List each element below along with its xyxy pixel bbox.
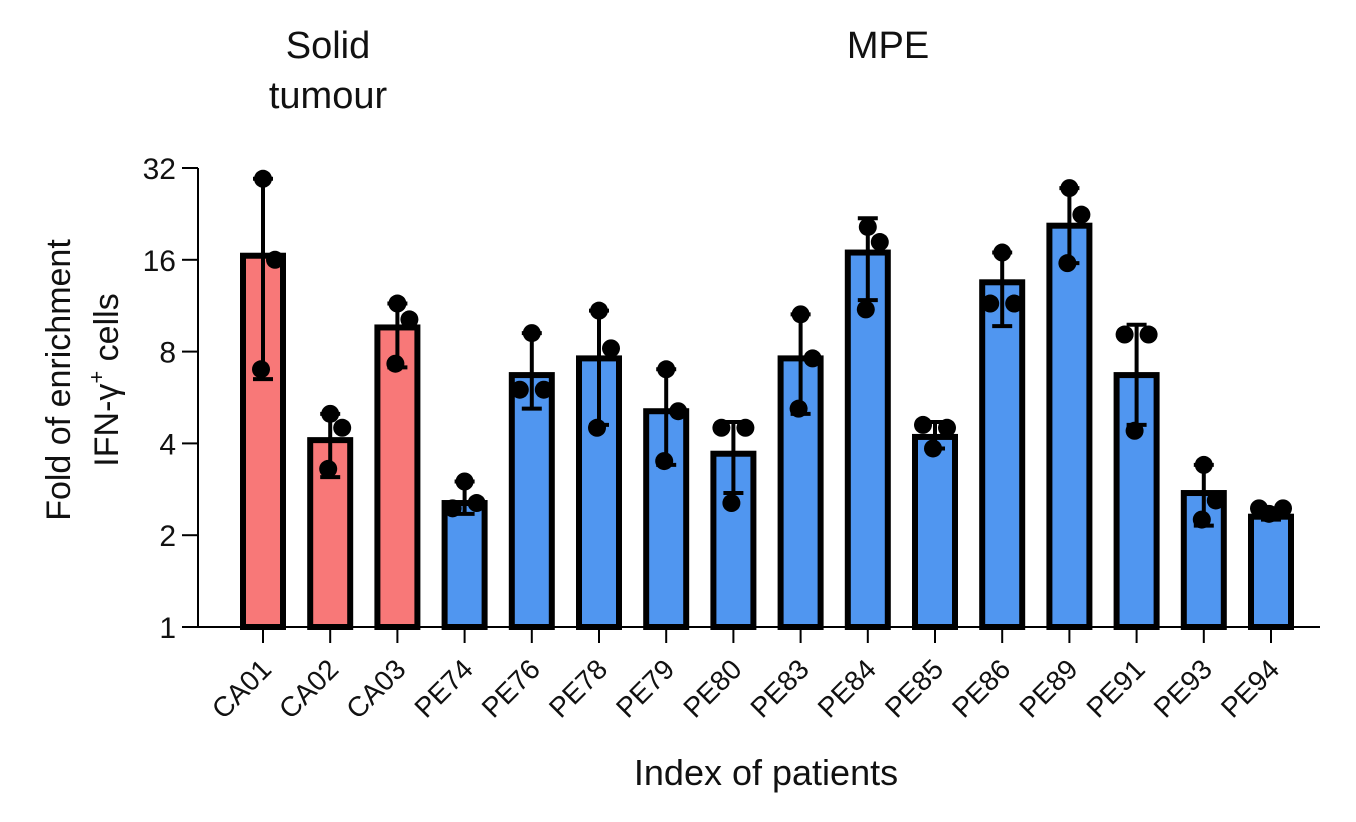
bar-PE76 [508, 372, 555, 630]
x-tick-label: PE76 [476, 653, 546, 723]
data-point-CA01 [254, 169, 272, 188]
data-point-CA01 [252, 360, 270, 379]
data-point-PE85 [924, 439, 942, 458]
data-point-PE79 [655, 452, 674, 471]
data-point-PE80 [712, 418, 731, 437]
x-tick-label: CA03 [340, 653, 411, 724]
data-point-PE84 [856, 300, 875, 319]
y-tick-label: 8 [159, 337, 176, 370]
y-axis-title-ifn: IFN-γ [88, 384, 126, 467]
data-point-PE93 [1192, 510, 1211, 529]
data-point-PE91 [1139, 325, 1158, 344]
data-point-PE94 [1260, 504, 1278, 523]
data-points [252, 169, 1292, 529]
data-point-PE74 [467, 494, 486, 513]
y-tick-label: 4 [159, 428, 176, 461]
y-axis-title-line2: IFN-γ+ cells [84, 293, 126, 466]
x-tick-label: PE84 [812, 653, 882, 723]
data-point-PE83 [789, 399, 808, 418]
group-label-mpe: MPE [847, 25, 929, 67]
data-point-PE74 [443, 499, 462, 518]
data-point-PE76 [510, 380, 529, 399]
data-point-PE78 [590, 301, 608, 320]
bar-PE86 [979, 279, 1026, 630]
data-point-PE91 [1125, 421, 1144, 440]
group-label-solid-line2: tumour [269, 75, 388, 117]
data-point-PE76 [522, 324, 541, 343]
y-axis-title-superscript: + [84, 371, 109, 384]
data-point-PE89 [1072, 205, 1091, 224]
data-point-PE85 [914, 415, 932, 434]
data-point-PE76 [534, 380, 553, 399]
data-point-PE94 [1274, 499, 1292, 518]
data-point-PE93 [1194, 455, 1213, 474]
x-tick-label: PE83 [744, 653, 814, 723]
y-tick-label: 16 [143, 245, 176, 278]
group-labels: Solid tumour MPE [269, 25, 929, 117]
x-tick-label: PE85 [879, 653, 949, 723]
data-point-CA02 [321, 404, 340, 423]
bar-PE74 [441, 500, 488, 630]
data-point-PE85 [938, 418, 956, 437]
y-axis-title-line1: Fold of enrichment [40, 239, 78, 521]
y-axis: 1 2 4 8 16 32 [143, 153, 199, 645]
y-axis-title-cells: cells [88, 293, 126, 370]
data-point-PE78 [602, 339, 620, 358]
data-point-PE86 [993, 243, 1012, 262]
data-point-PE79 [657, 360, 676, 379]
data-point-PE86 [1005, 294, 1024, 313]
data-point-PE93 [1206, 491, 1225, 510]
x-tick-label: PE80 [677, 653, 747, 723]
x-tick-label: PE74 [408, 653, 478, 723]
data-point-PE89 [1060, 179, 1079, 198]
y-tick-label: 2 [159, 520, 176, 553]
data-point-PE83 [803, 349, 822, 368]
x-axis-title: Index of patients [634, 752, 898, 793]
group-label-solid-line1: Solid [286, 25, 371, 67]
data-point-PE84 [870, 233, 889, 252]
data-point-PE79 [669, 402, 688, 421]
data-point-PE83 [791, 305, 810, 324]
x-tick-label: PE78 [543, 653, 613, 723]
x-tick-label: PE89 [1013, 653, 1083, 723]
data-point-CA02 [319, 459, 338, 478]
x-tick-label: PE94 [1215, 653, 1285, 723]
x-axis: CA01CA02CA03PE74PE76PE78PE79PE80PE83PE84… [198, 626, 1320, 725]
data-point-PE80 [722, 494, 741, 513]
data-point-PE84 [858, 217, 877, 236]
bar-PE85 [912, 433, 958, 630]
x-tick-label: PE93 [1148, 653, 1218, 723]
x-tick-label: PE79 [610, 653, 680, 723]
x-tick-label: CA02 [273, 653, 344, 724]
data-point-PE80 [736, 418, 755, 437]
y-axis-title: Fold of enrichment IFN-γ+ cells [40, 239, 126, 521]
data-point-CA02 [333, 418, 352, 437]
data-point-CA01 [266, 250, 284, 269]
y-tick-label: 1 [159, 612, 176, 645]
x-tick-label: CA01 [206, 653, 277, 724]
data-point-PE74 [455, 472, 474, 491]
data-point-PE91 [1115, 325, 1134, 344]
bar-PE94 [1248, 513, 1294, 630]
x-tick-label: PE91 [1080, 653, 1150, 723]
data-point-CA03 [400, 310, 419, 329]
data-point-PE78 [588, 418, 606, 437]
bar-PE89 [1046, 222, 1093, 631]
x-tick-label: PE86 [946, 653, 1016, 723]
data-point-CA03 [388, 294, 407, 313]
data-point-PE86 [981, 294, 1000, 313]
data-point-PE89 [1058, 254, 1077, 273]
y-tick-label: 32 [143, 153, 176, 186]
data-point-CA03 [386, 354, 405, 373]
